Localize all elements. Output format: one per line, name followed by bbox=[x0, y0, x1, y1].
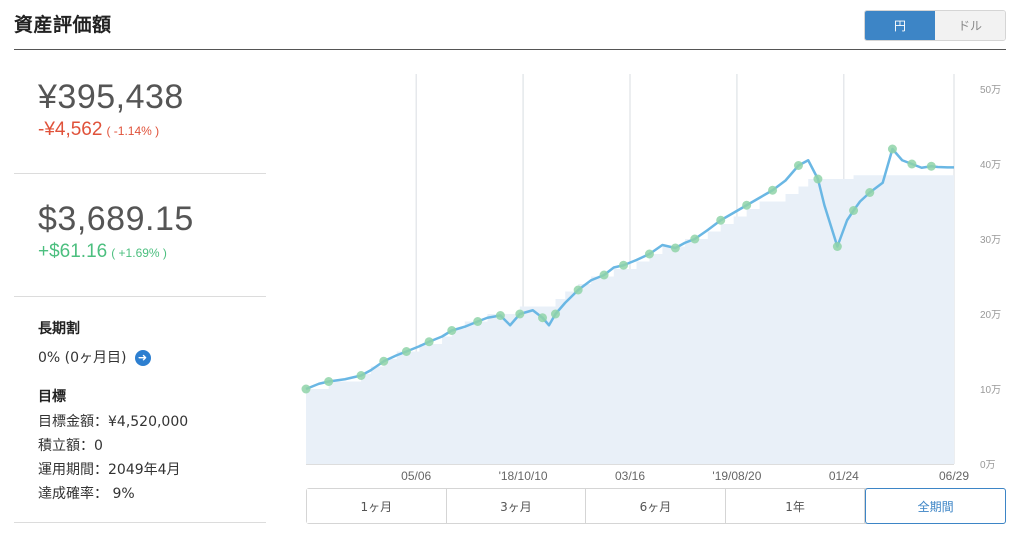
x-tick-label: 06/29 bbox=[939, 469, 969, 483]
usd-change: +$61.16( +1.69% ) bbox=[38, 241, 290, 263]
data-point bbox=[887, 144, 897, 154]
data-point bbox=[356, 371, 366, 380]
data-point bbox=[424, 337, 434, 347]
data-point bbox=[926, 161, 936, 171]
data-point bbox=[813, 174, 823, 184]
range-1y-button[interactable]: 1年 bbox=[725, 489, 866, 523]
data-point bbox=[599, 270, 609, 280]
data-point bbox=[690, 234, 700, 244]
data-point bbox=[301, 384, 311, 394]
usd-change-pct: ( +1.69% ) bbox=[111, 246, 167, 260]
data-point bbox=[447, 326, 457, 335]
usd-change-amount: +$61.16 bbox=[38, 241, 108, 262]
y-tick-label: 10万 bbox=[980, 385, 1001, 396]
data-point bbox=[573, 285, 583, 295]
range-6m-button[interactable]: 6ヶ月 bbox=[586, 489, 726, 523]
currency-toggle[interactable]: 円 ドル bbox=[864, 10, 1006, 41]
x-tick-label: '18/10/10 bbox=[499, 469, 548, 483]
long-term-section: 長期割 0% (0ヶ月目) ➜ bbox=[38, 318, 290, 370]
data-point bbox=[907, 159, 917, 169]
data-point bbox=[742, 200, 752, 210]
data-point bbox=[865, 188, 875, 197]
data-point bbox=[849, 206, 859, 215]
x-tick-label: 05/06 bbox=[401, 469, 431, 483]
data-point bbox=[515, 309, 525, 319]
summary-divider-2 bbox=[14, 296, 266, 297]
yen-value: ¥395,438 bbox=[38, 78, 184, 116]
usd-value: $3,689.15 bbox=[38, 200, 194, 238]
x-tick-label: 01/24 bbox=[829, 469, 859, 483]
data-point bbox=[768, 185, 778, 195]
range-1m-button[interactable]: 1ヶ月 bbox=[307, 489, 447, 523]
goal-section: 目標 目標金額：¥4,520,000 積立額：0 運用期間：2049年4月 達成… bbox=[38, 386, 290, 506]
goal-probability: 達成確率： 9% bbox=[38, 486, 135, 502]
long-term-value: 0% (0ヶ月目) bbox=[38, 350, 127, 366]
header-divider bbox=[14, 49, 1006, 50]
goal-label: 目標 bbox=[38, 389, 66, 405]
data-point bbox=[473, 317, 483, 326]
dollar-option[interactable]: ドル bbox=[935, 11, 1005, 40]
data-point bbox=[495, 311, 505, 320]
arrow-right-icon[interactable]: ➜ bbox=[134, 350, 151, 366]
y-tick-label: 20万 bbox=[980, 310, 1001, 321]
y-tick-label: 30万 bbox=[980, 235, 1001, 246]
y-tick-label: 40万 bbox=[980, 160, 1001, 171]
range-all-button[interactable]: 全期間 bbox=[865, 488, 1006, 524]
x-tick-label: '19/08/20 bbox=[712, 469, 761, 483]
long-term-row: 0% (0ヶ月目) ➜ bbox=[38, 346, 290, 370]
goal-period: 運用期間：2049年4月 bbox=[38, 462, 181, 478]
yen-change-amount: -¥4,562 bbox=[38, 119, 103, 140]
range-selector[interactable]: 1ヶ月 3ヶ月 6ヶ月 1年 全期間 bbox=[306, 488, 1006, 524]
goal-amount: 目標金額：¥4,520,000 bbox=[38, 414, 189, 430]
goal-contribution: 積立額：0 bbox=[38, 438, 103, 454]
data-point bbox=[324, 377, 334, 386]
data-point bbox=[670, 243, 680, 253]
data-point bbox=[793, 161, 803, 170]
data-point bbox=[538, 313, 548, 323]
y-tick-label: 50万 bbox=[980, 85, 1001, 96]
usd-summary: $3,689.15 +$61.16( +1.69% ) bbox=[38, 200, 290, 263]
yen-option[interactable]: 円 bbox=[865, 11, 935, 40]
data-point bbox=[716, 215, 726, 225]
asset-chart: 0万 10万 20万 30万 40万 50万 05/06 '18/10/10 03/16 '19/… bbox=[301, 74, 1001, 483]
data-point bbox=[644, 249, 654, 259]
long-term-label: 長期割 bbox=[38, 321, 80, 337]
panel-bottom-divider bbox=[14, 522, 266, 523]
yen-change: -¥4,562( -1.14% ) bbox=[38, 119, 290, 141]
data-point bbox=[401, 347, 411, 356]
data-point bbox=[550, 309, 560, 319]
invested-area bbox=[306, 175, 954, 464]
x-tick-label: 03/16 bbox=[615, 469, 645, 483]
summary-divider bbox=[14, 173, 266, 174]
data-point bbox=[379, 356, 389, 366]
range-3m-button[interactable]: 3ヶ月 bbox=[446, 489, 587, 523]
page-title: 資産評価額 bbox=[14, 14, 112, 36]
yen-change-pct: ( -1.14% ) bbox=[106, 124, 160, 138]
data-point bbox=[619, 260, 629, 270]
yen-summary: ¥395,438 -¥4,562( -1.14% ) bbox=[38, 78, 290, 141]
data-point bbox=[832, 242, 842, 251]
y-tick-label: 0万 bbox=[980, 460, 996, 471]
